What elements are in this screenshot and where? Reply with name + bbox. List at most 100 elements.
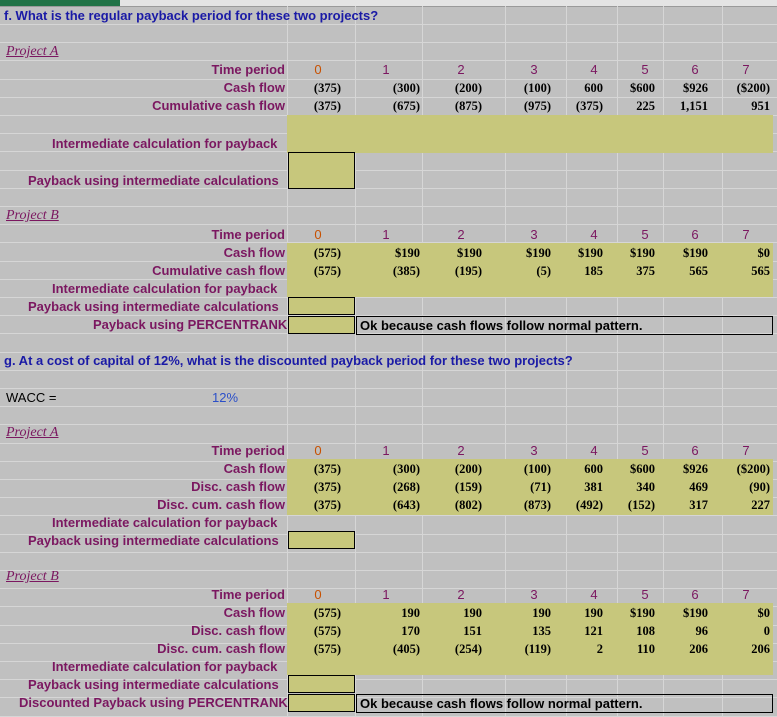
- value-cell[interactable]: ($200): [736, 462, 770, 476]
- period-cell[interactable]: 3: [530, 587, 538, 602]
- value-cell[interactable]: (100): [523, 81, 551, 95]
- period-cell[interactable]: 4: [590, 227, 598, 242]
- period-cell[interactable]: 4: [590, 587, 598, 602]
- period-cell[interactable]: 0: [314, 587, 322, 602]
- value-cell[interactable]: 225: [636, 99, 655, 113]
- value-cell[interactable]: 206: [689, 642, 708, 656]
- value-cell[interactable]: 340: [636, 480, 655, 494]
- period-cell[interactable]: 3: [530, 227, 538, 242]
- period-cell[interactable]: 1: [382, 587, 390, 602]
- value-cell[interactable]: $190: [683, 606, 708, 620]
- value-cell[interactable]: 190: [532, 606, 551, 620]
- value-cell[interactable]: $926: [683, 462, 708, 476]
- value-cell[interactable]: $190: [395, 246, 420, 260]
- payback-intermediate-input-g-b[interactable]: [288, 675, 355, 693]
- value-cell[interactable]: $190: [630, 606, 655, 620]
- value-cell[interactable]: ($200): [736, 81, 770, 95]
- value-cell[interactable]: (875): [454, 99, 482, 113]
- value-cell[interactable]: 565: [751, 264, 770, 278]
- value-cell[interactable]: 96: [695, 624, 709, 638]
- period-cell[interactable]: 5: [641, 443, 649, 458]
- value-cell[interactable]: $0: [757, 246, 771, 260]
- value-cell[interactable]: 170: [401, 624, 420, 638]
- value-cell[interactable]: 135: [532, 624, 551, 638]
- value-cell[interactable]: 951: [751, 99, 770, 113]
- value-cell[interactable]: $190: [457, 246, 482, 260]
- period-cell[interactable]: 3: [530, 443, 538, 458]
- payback-intermediate-input-f-b[interactable]: [288, 297, 355, 315]
- period-cell[interactable]: 4: [590, 62, 598, 77]
- value-cell[interactable]: (375): [313, 498, 341, 512]
- period-cell[interactable]: 7: [742, 62, 750, 77]
- value-cell[interactable]: 317: [689, 498, 708, 512]
- period-cell[interactable]: 6: [691, 587, 699, 602]
- value-cell[interactable]: $0: [757, 606, 771, 620]
- value-cell[interactable]: 375: [636, 264, 655, 278]
- value-cell[interactable]: (152): [627, 498, 655, 512]
- period-cell[interactable]: 1: [382, 227, 390, 242]
- value-cell[interactable]: (643): [392, 498, 420, 512]
- value-cell[interactable]: (975): [523, 99, 551, 113]
- value-cell[interactable]: (675): [392, 99, 420, 113]
- value-cell[interactable]: (200): [454, 81, 482, 95]
- value-cell[interactable]: (268): [392, 480, 420, 494]
- value-cell[interactable]: $190: [630, 246, 655, 260]
- value-cell[interactable]: (385): [392, 264, 420, 278]
- value-cell[interactable]: (575): [313, 624, 341, 638]
- disc-payback-percentrank-input-g-b[interactable]: [288, 694, 355, 712]
- value-cell[interactable]: 600: [584, 81, 603, 95]
- value-cell[interactable]: (200): [454, 462, 482, 476]
- column-header-strip[interactable]: [0, 0, 777, 7]
- period-cell[interactable]: 1: [382, 62, 390, 77]
- value-cell[interactable]: 110: [636, 642, 655, 656]
- period-cell[interactable]: 2: [457, 587, 465, 602]
- period-cell[interactable]: 7: [742, 227, 750, 242]
- period-cell[interactable]: 7: [742, 443, 750, 458]
- value-cell[interactable]: (375): [575, 99, 603, 113]
- value-cell[interactable]: $190: [578, 246, 603, 260]
- period-cell[interactable]: 2: [457, 443, 465, 458]
- value-cell[interactable]: $600: [630, 462, 655, 476]
- period-cell[interactable]: 5: [641, 62, 649, 77]
- value-cell[interactable]: (119): [524, 642, 551, 656]
- period-cell[interactable]: 0: [314, 443, 322, 458]
- value-cell[interactable]: 2: [596, 642, 603, 656]
- value-cell[interactable]: (873): [523, 498, 551, 512]
- payback-percentrank-input-f-b[interactable]: [288, 316, 355, 334]
- value-cell[interactable]: (375): [313, 81, 341, 95]
- value-cell[interactable]: 190: [401, 606, 420, 620]
- value-cell[interactable]: (5): [536, 264, 551, 278]
- value-cell[interactable]: 227: [751, 498, 770, 512]
- value-cell[interactable]: (375): [313, 462, 341, 476]
- value-cell[interactable]: (405): [392, 642, 420, 656]
- period-cell[interactable]: 5: [641, 227, 649, 242]
- period-cell[interactable]: 4: [590, 443, 598, 458]
- value-cell[interactable]: (375): [313, 480, 341, 494]
- value-cell[interactable]: (300): [392, 462, 420, 476]
- value-cell[interactable]: 469: [689, 480, 708, 494]
- value-cell[interactable]: 1,151: [679, 99, 708, 113]
- value-cell[interactable]: (575): [313, 606, 341, 620]
- value-cell[interactable]: 151: [463, 624, 482, 638]
- value-cell[interactable]: (254): [454, 642, 482, 656]
- value-cell[interactable]: (492): [575, 498, 603, 512]
- wacc-value[interactable]: 12%: [212, 390, 239, 405]
- value-cell[interactable]: 0: [763, 624, 770, 638]
- value-cell[interactable]: $926: [683, 81, 708, 95]
- value-cell[interactable]: 565: [689, 264, 708, 278]
- period-cell[interactable]: 1: [382, 443, 390, 458]
- period-cell[interactable]: 0: [314, 62, 322, 77]
- value-cell[interactable]: 108: [636, 624, 655, 638]
- value-cell[interactable]: (100): [523, 462, 551, 476]
- value-cell[interactable]: $190: [526, 246, 551, 260]
- period-cell[interactable]: 2: [457, 227, 465, 242]
- period-cell[interactable]: 6: [691, 227, 699, 242]
- value-cell[interactable]: (71): [530, 480, 551, 494]
- value-cell[interactable]: 206: [751, 642, 770, 656]
- value-cell[interactable]: 190: [584, 606, 603, 620]
- value-cell[interactable]: (195): [454, 264, 482, 278]
- value-cell[interactable]: (802): [454, 498, 482, 512]
- value-cell[interactable]: (575): [313, 642, 341, 656]
- value-cell[interactable]: 381: [584, 480, 603, 494]
- value-cell[interactable]: (575): [313, 264, 341, 278]
